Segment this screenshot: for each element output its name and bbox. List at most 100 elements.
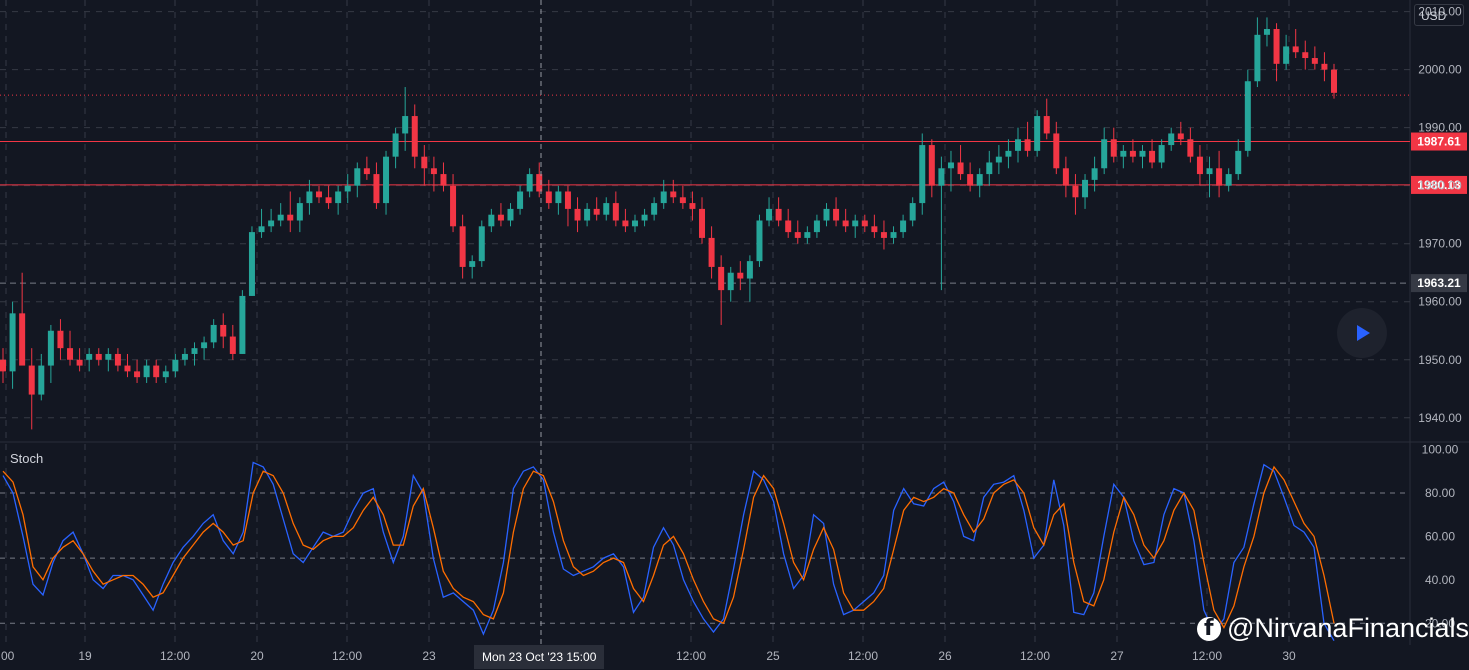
price-level-tag	[1411, 132, 1467, 151]
candle-body	[689, 203, 696, 209]
candle-body	[555, 191, 562, 204]
candle-body	[162, 371, 169, 378]
candle-body	[335, 191, 342, 204]
stoch-axis[interactable]: 20.00 40.00 60.00 80.00 100.00	[1422, 443, 1459, 631]
candle-body	[1311, 58, 1318, 64]
candle-body	[1216, 168, 1223, 186]
price-tick-label: 1950.00	[1418, 353, 1462, 367]
candle-body	[1331, 69, 1337, 93]
replay-button[interactable]	[1337, 308, 1387, 358]
candle-body	[47, 330, 54, 366]
candle-body	[1091, 168, 1098, 180]
candle-body	[76, 359, 83, 366]
candle-body	[1225, 174, 1232, 186]
candle-body	[1149, 150, 1156, 163]
time-tick-label: 12:00	[332, 649, 362, 663]
candle-body	[258, 226, 265, 233]
stoch-lines	[2, 461, 1335, 642]
candle-body	[785, 220, 792, 233]
candle-body	[497, 214, 504, 221]
crosshair-time-label: Mon 23 Oct '23 15:00	[474, 645, 605, 669]
candle-body	[861, 220, 868, 227]
candle-body	[143, 365, 150, 378]
price-tick-label: 1990.00	[1418, 121, 1462, 135]
candle-body	[86, 353, 93, 360]
candle-body	[296, 203, 303, 221]
price-tick-label: 1980.00	[1418, 179, 1462, 193]
candle-body	[1139, 150, 1146, 157]
candle-body	[641, 214, 648, 221]
candle-body	[1196, 156, 1203, 175]
price-level-label: 1987.61	[1417, 135, 1461, 149]
time-tick-label: 19	[78, 649, 92, 663]
candle-body	[363, 168, 370, 175]
play-icon	[1357, 325, 1370, 341]
candlestick-series	[0, 17, 1337, 430]
candle-body	[191, 348, 198, 354]
candle-body	[1206, 168, 1213, 175]
price-level-label: 1963.21	[1417, 276, 1461, 290]
price-axis[interactable]: 1940.00 1950.00 1960.00 1970.00 1980.00 1990.…	[1418, 5, 1462, 425]
candle-body	[1062, 168, 1069, 186]
candle-body	[315, 191, 322, 198]
candle-body	[813, 220, 820, 233]
candle-body	[105, 353, 112, 360]
price-tick-label: 1960.00	[1418, 295, 1462, 309]
candle-body	[1187, 139, 1194, 157]
candle-body	[794, 232, 801, 238]
candle-body	[57, 330, 64, 349]
time-tick-label: 12:00	[1192, 649, 1222, 663]
candle-body	[890, 232, 897, 238]
candle-body	[756, 220, 763, 262]
candle-body	[268, 220, 275, 227]
candle-body	[411, 116, 418, 157]
candle-body	[373, 174, 380, 204]
time-axis[interactable]: :00 19 12:00 20 12:00 23 12:00 25 12:00 26 12:00 27…	[0, 649, 1296, 663]
candle-body	[660, 191, 667, 204]
candle-body	[1158, 145, 1165, 163]
candle-body	[804, 232, 811, 238]
time-tick-label: 20	[250, 649, 264, 663]
candle-body	[1263, 29, 1270, 35]
candle-body	[239, 295, 246, 354]
time-tick-label: 12:00	[848, 649, 878, 663]
currency-button[interactable]: USD	[1414, 4, 1464, 26]
candle-body	[507, 208, 514, 221]
candle-body	[459, 226, 466, 267]
candle-body	[210, 324, 217, 343]
time-tick-label: 25	[766, 649, 780, 663]
candle-body	[718, 266, 725, 291]
candle-body	[919, 145, 926, 204]
candle-body	[344, 185, 351, 192]
stoch-tick-label: 60.00	[1425, 529, 1455, 543]
candle-body	[612, 203, 619, 221]
candle-body	[622, 220, 629, 227]
candle-body	[201, 342, 208, 349]
candle-body	[947, 162, 954, 169]
candle-body	[708, 237, 715, 267]
stoch-tick-label: 100.00	[1422, 443, 1459, 457]
candle-body	[957, 162, 964, 175]
stoch-tick-label: 80.00	[1425, 486, 1455, 500]
stoch-tick-label: 20.00	[1425, 616, 1455, 630]
candle-body	[603, 203, 610, 215]
candle-body	[28, 365, 35, 395]
facebook-icon	[1197, 616, 1221, 641]
candle-body	[1168, 133, 1175, 146]
indicator-legend-stoch[interactable]: Stoch	[10, 451, 44, 466]
price-levels: 1987.61 1980.13 1963.21	[0, 94, 1467, 293]
stoch-line	[2, 465, 1335, 630]
candle-body	[986, 162, 993, 175]
candle-body	[229, 336, 236, 354]
candle-body	[1005, 150, 1012, 157]
price-tick-label: 1940.00	[1418, 411, 1462, 425]
candle-body	[1053, 133, 1060, 169]
candle-body	[95, 353, 102, 360]
candle-body	[1110, 139, 1117, 157]
price-tick-label: 1970.00	[1418, 237, 1462, 251]
candle-body	[67, 348, 74, 360]
watermark: @NirvanaFinancials	[1197, 613, 1469, 644]
price-level-label: 1980.13	[1417, 178, 1461, 192]
candle-body	[1043, 116, 1050, 134]
